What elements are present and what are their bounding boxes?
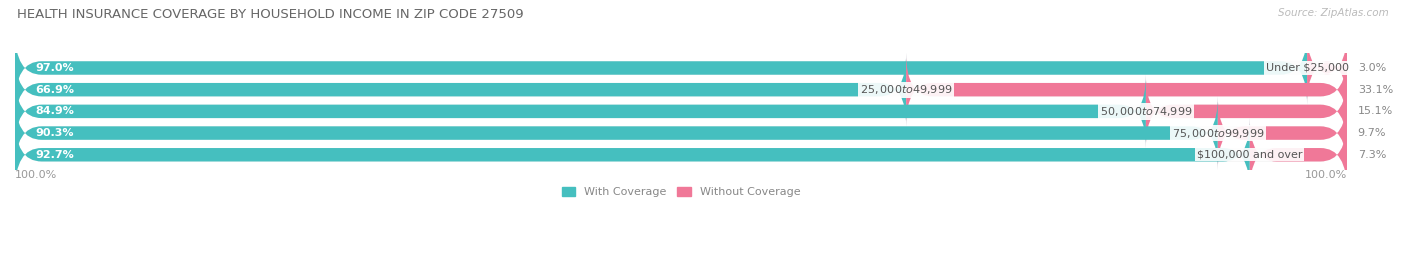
Text: 92.7%: 92.7% — [35, 150, 73, 160]
Text: 7.3%: 7.3% — [1358, 150, 1386, 160]
FancyBboxPatch shape — [15, 96, 1218, 170]
Text: 66.9%: 66.9% — [35, 85, 75, 95]
Text: Under $25,000: Under $25,000 — [1265, 63, 1348, 73]
Text: 15.1%: 15.1% — [1358, 106, 1393, 116]
Text: $25,000 to $49,999: $25,000 to $49,999 — [860, 83, 952, 96]
FancyBboxPatch shape — [15, 31, 1308, 105]
FancyBboxPatch shape — [1146, 75, 1347, 148]
Text: 100.0%: 100.0% — [15, 170, 58, 180]
FancyBboxPatch shape — [1308, 31, 1347, 105]
Text: $100,000 and over: $100,000 and over — [1197, 150, 1302, 160]
Text: 33.1%: 33.1% — [1358, 85, 1393, 95]
FancyBboxPatch shape — [15, 53, 1347, 126]
Text: 90.3%: 90.3% — [35, 128, 73, 138]
FancyBboxPatch shape — [15, 53, 905, 126]
Text: 97.0%: 97.0% — [35, 63, 73, 73]
Legend: With Coverage, Without Coverage: With Coverage, Without Coverage — [562, 187, 800, 197]
Text: 9.7%: 9.7% — [1358, 128, 1386, 138]
FancyBboxPatch shape — [15, 118, 1347, 191]
FancyBboxPatch shape — [15, 75, 1146, 148]
Text: 84.9%: 84.9% — [35, 106, 75, 116]
FancyBboxPatch shape — [15, 96, 1347, 170]
Text: $50,000 to $74,999: $50,000 to $74,999 — [1099, 105, 1192, 118]
FancyBboxPatch shape — [905, 53, 1347, 126]
FancyBboxPatch shape — [1250, 118, 1347, 191]
FancyBboxPatch shape — [15, 75, 1347, 148]
FancyBboxPatch shape — [15, 118, 1250, 191]
Text: 3.0%: 3.0% — [1358, 63, 1386, 73]
Text: $75,000 to $99,999: $75,000 to $99,999 — [1171, 127, 1264, 140]
FancyBboxPatch shape — [15, 31, 1347, 105]
Text: Source: ZipAtlas.com: Source: ZipAtlas.com — [1278, 8, 1389, 18]
Text: 100.0%: 100.0% — [1305, 170, 1347, 180]
Text: HEALTH INSURANCE COVERAGE BY HOUSEHOLD INCOME IN ZIP CODE 27509: HEALTH INSURANCE COVERAGE BY HOUSEHOLD I… — [17, 8, 523, 21]
FancyBboxPatch shape — [1218, 96, 1347, 170]
